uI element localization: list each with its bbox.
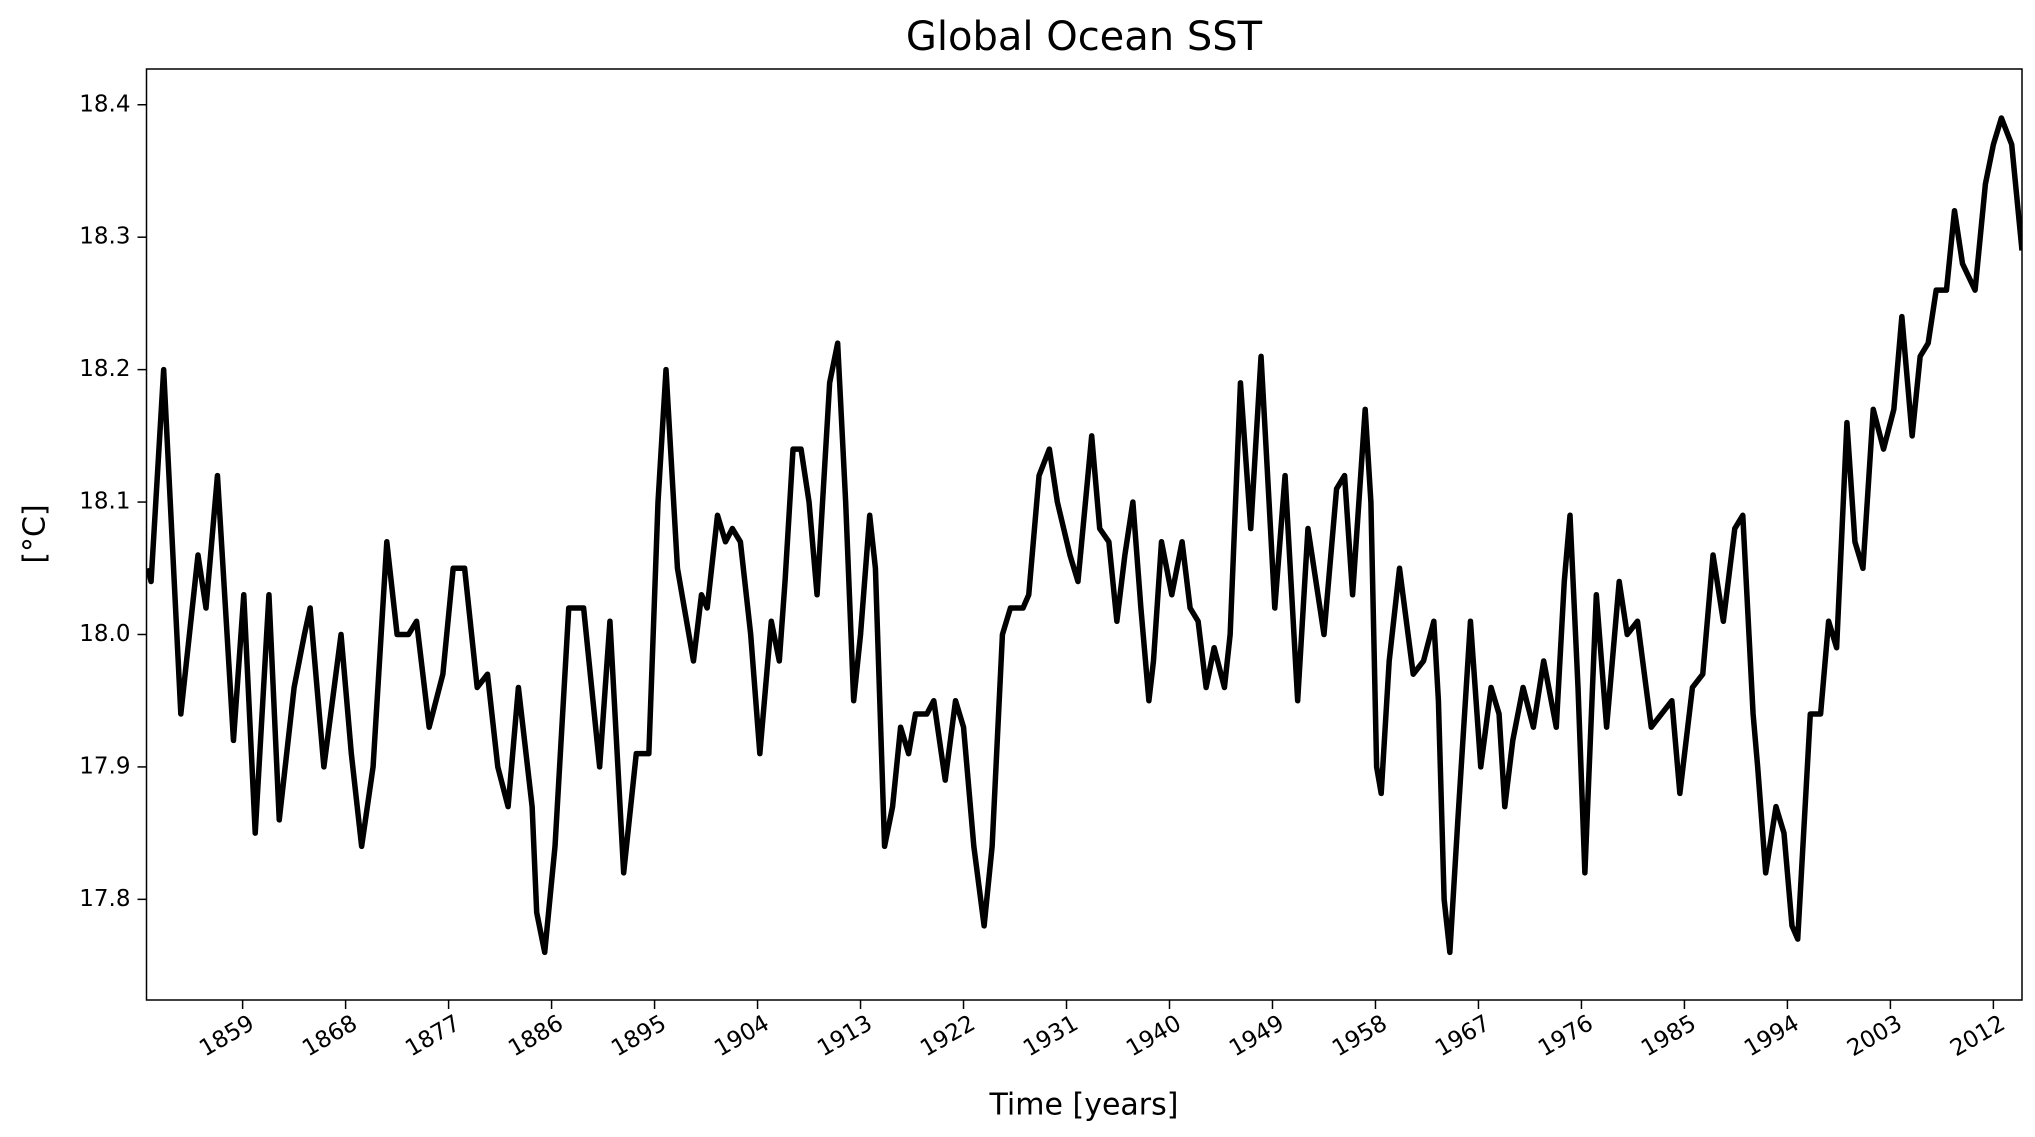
y-tick-label: 18.1 (79, 489, 130, 515)
y-tick-label: 18.2 (79, 356, 130, 382)
line-series (146, 115, 2022, 956)
y-axis-label: [°C] (18, 504, 53, 563)
y-tick-label: 18.4 (79, 91, 130, 117)
y-tick-label: 18.3 (79, 224, 130, 250)
chart-title: Global Ocean SST (906, 14, 1263, 60)
y-tick-label: 17.8 (79, 886, 130, 912)
y-tick-label: 17.9 (79, 753, 130, 779)
plot-frame (145, 68, 2023, 1001)
y-tick-label: 18.0 (79, 621, 130, 647)
x-axis-label: Time [years] (989, 1088, 1179, 1123)
